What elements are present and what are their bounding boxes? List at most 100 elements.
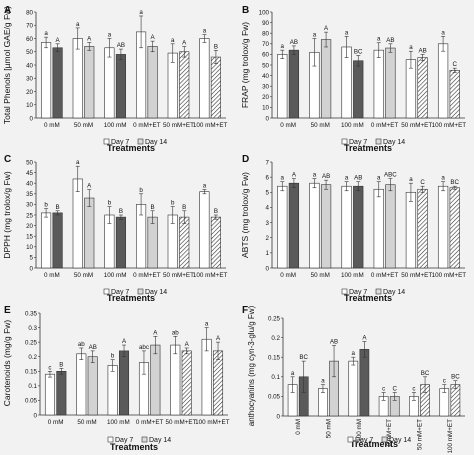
significance-letter: A [362, 335, 367, 342]
bar [288, 49, 300, 119]
y-axis-label: anthocyanins (mg cyn-3-glu/g Fw) [247, 305, 256, 426]
y-axis-label: ABTS (mg trolox/g Fw) [240, 172, 250, 258]
x-tick-label: 50 mM [311, 122, 330, 129]
x-tick-label: 100 mM+ET [193, 122, 228, 129]
x-axis-label: Treatments [110, 442, 158, 452]
y-tick-label: 20 [26, 89, 33, 96]
y-tick-label: 3 [266, 220, 270, 227]
legend-swatch-day-14 [381, 436, 388, 443]
legend-swatch-day-14 [141, 436, 148, 443]
y-tick-label: 0.05 [25, 398, 38, 405]
significance-letter: b [44, 202, 48, 209]
significance-letter: A [87, 35, 92, 42]
bar [320, 184, 332, 269]
significance-letter: B [59, 361, 63, 368]
legend-label-day-7: Day 7 [355, 437, 373, 444]
legend-swatch-day-7 [103, 288, 110, 295]
legend-swatch-day-14 [137, 138, 144, 145]
x-tick-label: 0 mM [48, 419, 64, 426]
x-axis-label: Treatments [344, 143, 392, 153]
legend-label-day-7: Day 7 [349, 139, 367, 146]
y-tick-label: 0.15 [268, 355, 281, 362]
significance-letter: C [392, 385, 397, 392]
x-tick-label: 0 mM+ET [136, 419, 164, 426]
significance-letter: c [382, 385, 385, 392]
significance-letter: b [171, 200, 175, 207]
legend-swatch-day-7 [103, 138, 110, 145]
legend: Day 7 Day 14 [107, 436, 171, 444]
y-tick-label: 0 [30, 265, 34, 272]
significance-letter: a [409, 176, 413, 183]
y-tick-label: 0 [266, 265, 270, 272]
significance-letter: BC [299, 354, 308, 361]
significance-letter: a [345, 29, 349, 36]
bar [417, 57, 428, 119]
y-tick-label: 7 [266, 159, 270, 166]
significance-letter: ab [78, 341, 85, 348]
y-tick-label: 20 [262, 94, 269, 101]
x-tick-label: 100 mM [356, 419, 363, 442]
x-tick-label: 50 mM [74, 272, 93, 279]
significance-letter: AB [89, 344, 97, 351]
legend: Day 7 Day 14 [103, 138, 167, 146]
bar [405, 191, 417, 269]
significance-letter: a [108, 32, 112, 39]
y-tick-label: 50 [26, 159, 33, 166]
legend-swatch-day-14 [375, 288, 382, 295]
legend-label-day-14: Day 14 [383, 139, 405, 146]
significance-letter: A [87, 183, 92, 190]
significance-letter: a [171, 37, 175, 44]
significance-letter: A [56, 37, 61, 44]
significance-letter: abc [139, 344, 149, 351]
bar [341, 185, 352, 269]
x-tick-label: 100 mM [341, 122, 364, 129]
significance-letter: A [292, 172, 297, 179]
panel-label: A [4, 5, 11, 16]
bar [52, 212, 63, 269]
legend-label-day-14: Day 14 [389, 437, 411, 444]
y-tick-label: 15 [26, 234, 33, 241]
legend-swatch-day-7 [107, 436, 114, 443]
legend-swatch-day-14 [137, 288, 144, 295]
panel-label: E [4, 305, 11, 316]
legend: Day 7 Day 14 [341, 288, 405, 296]
bar [170, 344, 181, 416]
y-axis-label: Carotenoids (mg/g Fw) [2, 320, 12, 407]
bar [41, 42, 52, 119]
significance-letter: AB [322, 173, 330, 180]
y-tick-label: 60 [26, 36, 33, 43]
legend: Day 7 Day 14 [341, 138, 405, 146]
bar [373, 49, 384, 119]
legend-label-day-7: Day 7 [111, 139, 129, 146]
x-tick-label: 50 mM+ET [163, 122, 194, 129]
significance-letter: a [205, 321, 209, 328]
significance-letter: c [48, 364, 51, 371]
bar [84, 197, 95, 269]
y-tick-label: 0 [34, 412, 38, 419]
significance-letter: C [420, 179, 425, 186]
y-tick-label: 50 [262, 62, 269, 69]
x-tick-label: 50 mM [77, 419, 96, 426]
x-tick-label: 50 mM+ET [166, 419, 197, 426]
significance-letter: a [377, 36, 381, 43]
significance-letter: AB [354, 175, 362, 182]
y-tick-label: 50 [26, 49, 33, 56]
bar [179, 216, 190, 269]
legend-swatch-day-7 [341, 138, 348, 145]
significance-letter: a [44, 30, 48, 37]
x-axis-label: Treatments [344, 293, 392, 303]
significance-letter: b [108, 200, 112, 207]
y-tick-label: 80 [26, 9, 33, 16]
legend-swatch-day-14 [375, 138, 382, 145]
legend-label-day-14: Day 14 [145, 139, 167, 146]
y-tick-label: 40 [26, 181, 33, 188]
panel-label: D [242, 154, 249, 165]
significance-letter: B [56, 204, 60, 211]
y-tick-label: 0.2 [271, 335, 280, 342]
legend-label-day-7: Day 7 [349, 289, 367, 296]
significance-letter: ab [172, 329, 179, 336]
y-tick-label: 0 [30, 115, 34, 122]
bar [437, 185, 449, 269]
